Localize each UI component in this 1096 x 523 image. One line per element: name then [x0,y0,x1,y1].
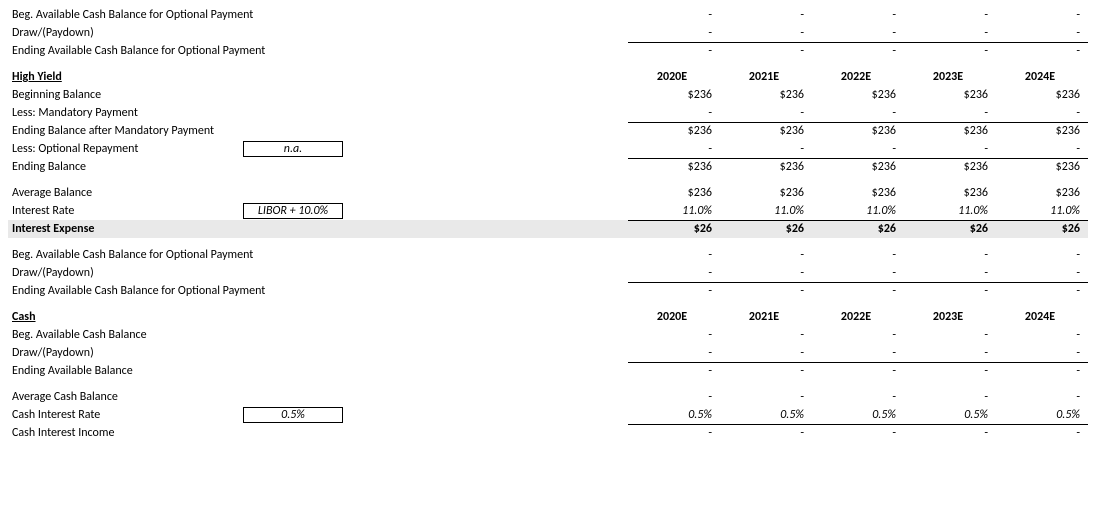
cash-rate-input[interactable]: 0.5% [243,407,343,423]
high-yield-title: High Yield [8,68,348,86]
hy-cash-draw-label: Draw/(Paydown) [8,264,348,282]
prev-ending-row: Ending Available Cash Balance for Option… [8,42,1088,60]
cash-rate-label: Cash Interest Rate [8,406,238,424]
hy-ending-balance-label: Ending Balance [8,158,348,176]
cash-ending-row: Ending Available Balance - - - - - [8,362,1088,380]
hy-interest-expense-label: Interest Expense [8,220,348,238]
hy-after-mandatory-label: Ending Balance after Mandatory Payment [8,122,348,140]
hy-interest-rate-row: Interest Rate LIBOR + 10.0% 11.0% 11.0% … [8,202,1088,220]
hy-cash-beg-label: Beg. Available Cash Balance for Optional… [8,246,348,264]
prev-beg-row: Beg. Available Cash Balance for Optional… [8,6,1088,24]
hy-interest-rate-input[interactable]: LIBOR + 10.0% [243,203,343,219]
hy-ending-balance-row: Ending Balance $236 $236 $236 $236 $236 [8,158,1088,176]
cash-average-label: Average Cash Balance [8,388,348,406]
hy-average-balance-row: Average Balance $236 $236 $236 $236 $236 [8,184,1088,202]
year-2024: 2024E [996,68,1088,86]
cash-draw-row: Draw/(Paydown) - - - - - [8,344,1088,362]
hy-after-mandatory-row: Ending Balance after Mandatory Payment $… [8,122,1088,140]
prev-draw-label: Draw/(Paydown) [8,24,348,42]
debt-schedule-table: Beg. Available Cash Balance for Optional… [8,6,1088,442]
cash-average-row: Average Cash Balance - - - - - [8,388,1088,406]
cash-beg-row: Beg. Available Cash Balance - - - - - [8,326,1088,344]
year-2023: 2023E [904,68,996,86]
year-2021: 2021E [720,68,812,86]
cash-ending-label: Ending Available Balance [8,362,348,380]
prev-beg-label: Beg. Available Cash Balance for Optional… [8,6,348,24]
hy-optional-input[interactable]: n.a. [243,141,343,157]
prev-ending-label: Ending Available Cash Balance for Option… [8,42,348,60]
cash-beg-label: Beg. Available Cash Balance [8,326,348,344]
cash-interest-income-row: Cash Interest Income - - - - - [8,424,1088,442]
high-yield-header-row: High Yield 2020E 2021E 2022E 2023E 2024E [8,68,1088,86]
year-2020: 2020E [628,68,720,86]
hy-beg-balance-row: Beginning Balance $236 $236 $236 $236 $2… [8,86,1088,104]
cash-title: Cash [8,308,348,326]
cash-interest-income-label: Cash Interest Income [8,424,348,442]
hy-optional-row: Less: Optional Repayment n.a. - - - - - [8,140,1088,158]
hy-optional-label: Less: Optional Repayment [8,140,238,158]
hy-average-balance-label: Average Balance [8,184,348,202]
hy-cash-ending-row: Ending Available Cash Balance for Option… [8,282,1088,300]
hy-interest-rate-label: Interest Rate [8,202,238,220]
hy-mandatory-row: Less: Mandatory Payment - - - - - [8,104,1088,122]
hy-interest-expense-row: Interest Expense $26 $26 $26 $26 $26 [8,220,1088,238]
hy-beg-balance-label: Beginning Balance [8,86,348,104]
hy-cash-ending-label: Ending Available Cash Balance for Option… [8,282,348,300]
hy-mandatory-label: Less: Mandatory Payment [8,104,348,122]
cash-draw-label: Draw/(Paydown) [8,344,348,362]
hy-cash-draw-row: Draw/(Paydown) - - - - - [8,264,1088,282]
hy-cash-beg-row: Beg. Available Cash Balance for Optional… [8,246,1088,264]
prev-draw-row: Draw/(Paydown) - - - - - [8,24,1088,42]
cash-rate-row: Cash Interest Rate 0.5% 0.5% 0.5% 0.5% 0… [8,406,1088,424]
cash-header-row: Cash 2020E 2021E 2022E 2023E 2024E [8,308,1088,326]
year-2022: 2022E [812,68,904,86]
